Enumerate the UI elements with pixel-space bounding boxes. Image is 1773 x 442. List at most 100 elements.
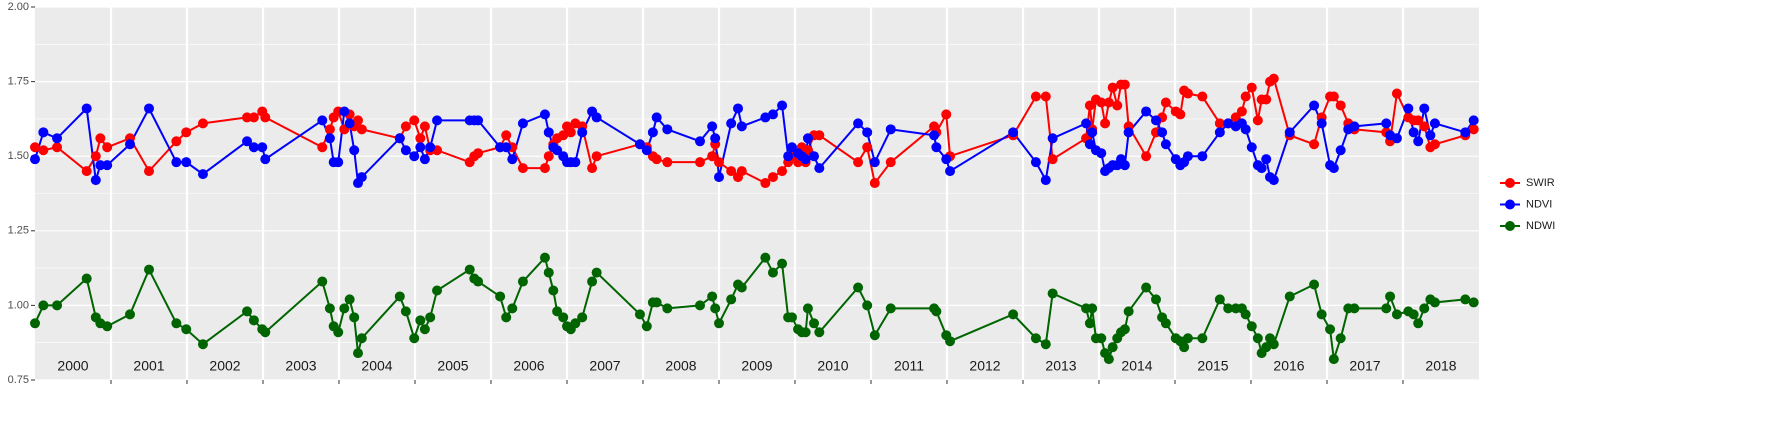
- data-point: [501, 142, 512, 153]
- data-point: [1096, 148, 1107, 159]
- data-point: [802, 133, 813, 144]
- data-point: [1419, 103, 1430, 114]
- data-point: [929, 130, 940, 141]
- data-point: [548, 285, 559, 296]
- data-point: [248, 315, 259, 326]
- data-point: [1223, 118, 1234, 129]
- data-point: [767, 267, 778, 278]
- data-point: [777, 100, 788, 111]
- data-point: [814, 327, 825, 338]
- data-point: [869, 157, 880, 168]
- data-point: [1385, 291, 1396, 302]
- data-point: [507, 154, 518, 165]
- data-point: [1040, 339, 1051, 350]
- data-point: [543, 267, 554, 278]
- data-point: [1141, 106, 1152, 117]
- data-point: [473, 148, 484, 159]
- data-point: [1335, 333, 1346, 344]
- data-point: [1087, 127, 1098, 138]
- data-point: [945, 166, 956, 177]
- data-point: [1119, 324, 1130, 335]
- data-point: [144, 166, 154, 177]
- data-point: [539, 109, 550, 120]
- data-point: [144, 103, 154, 114]
- data-point: [517, 163, 528, 174]
- data-point: [736, 121, 747, 132]
- data-point: [786, 312, 797, 323]
- data-point: [317, 115, 328, 126]
- year-label: 2004: [361, 358, 392, 374]
- data-point: [1123, 127, 1134, 138]
- data-point: [1261, 342, 1272, 353]
- data-point: [1391, 133, 1402, 144]
- data-point: [1261, 154, 1272, 165]
- data-point: [473, 276, 484, 287]
- data-point: [1214, 127, 1225, 138]
- legend-label: NDWI: [1526, 220, 1555, 232]
- year-label: 2014: [1121, 358, 1152, 374]
- data-point: [38, 127, 49, 138]
- data-point: [260, 154, 271, 165]
- y-tick-label: 2.00: [8, 1, 29, 13]
- data-point: [539, 163, 550, 174]
- data-point: [324, 124, 335, 135]
- data-point: [81, 103, 92, 114]
- data-point: [1284, 291, 1295, 302]
- data-point: [591, 267, 602, 278]
- data-point: [317, 276, 328, 287]
- data-point: [591, 112, 602, 123]
- data-point: [1419, 303, 1430, 314]
- year-label: 2000: [57, 358, 88, 374]
- data-point: [641, 321, 652, 332]
- data-point: [783, 151, 794, 162]
- data-point: [1197, 151, 1208, 162]
- data-point: [1100, 118, 1111, 129]
- data-point: [1252, 333, 1263, 344]
- data-point: [1349, 121, 1360, 132]
- data-point: [558, 312, 569, 323]
- data-point: [1087, 303, 1098, 314]
- data-point: [1328, 354, 1339, 365]
- data-point: [432, 285, 443, 296]
- year-label: 2010: [817, 358, 848, 374]
- data-point: [38, 145, 49, 156]
- data-point: [1425, 130, 1436, 141]
- data-point: [1391, 88, 1402, 99]
- data-point: [1381, 118, 1392, 129]
- data-point: [144, 264, 154, 275]
- data-point: [1081, 118, 1092, 129]
- data-point: [1182, 88, 1193, 99]
- data-point: [1391, 309, 1402, 320]
- data-point: [344, 294, 355, 305]
- data-point: [539, 252, 550, 263]
- data-point: [1182, 333, 1193, 344]
- data-point: [1175, 109, 1186, 120]
- data-point: [349, 312, 360, 323]
- data-point: [695, 136, 705, 147]
- data-point: [473, 115, 484, 126]
- data-point: [1040, 175, 1051, 186]
- data-point: [1151, 115, 1161, 126]
- data-point: [324, 133, 335, 144]
- data-point: [1151, 294, 1161, 305]
- data-point: [814, 130, 825, 141]
- data-point: [495, 291, 506, 302]
- data-point: [1107, 342, 1118, 353]
- data-point: [733, 103, 743, 114]
- data-point: [1468, 115, 1479, 126]
- data-point: [558, 130, 569, 141]
- data-point: [1246, 321, 1257, 332]
- data-point: [1096, 97, 1107, 108]
- data-point: [800, 327, 811, 338]
- data-point: [1325, 324, 1336, 335]
- data-point: [181, 324, 192, 335]
- data-point: [1240, 91, 1251, 102]
- data-point: [317, 142, 328, 153]
- data-point: [409, 151, 420, 162]
- data-point: [587, 163, 598, 174]
- data-point: [1349, 303, 1360, 314]
- data-point: [726, 118, 737, 129]
- data-point: [1419, 121, 1430, 132]
- data-point: [1403, 103, 1414, 114]
